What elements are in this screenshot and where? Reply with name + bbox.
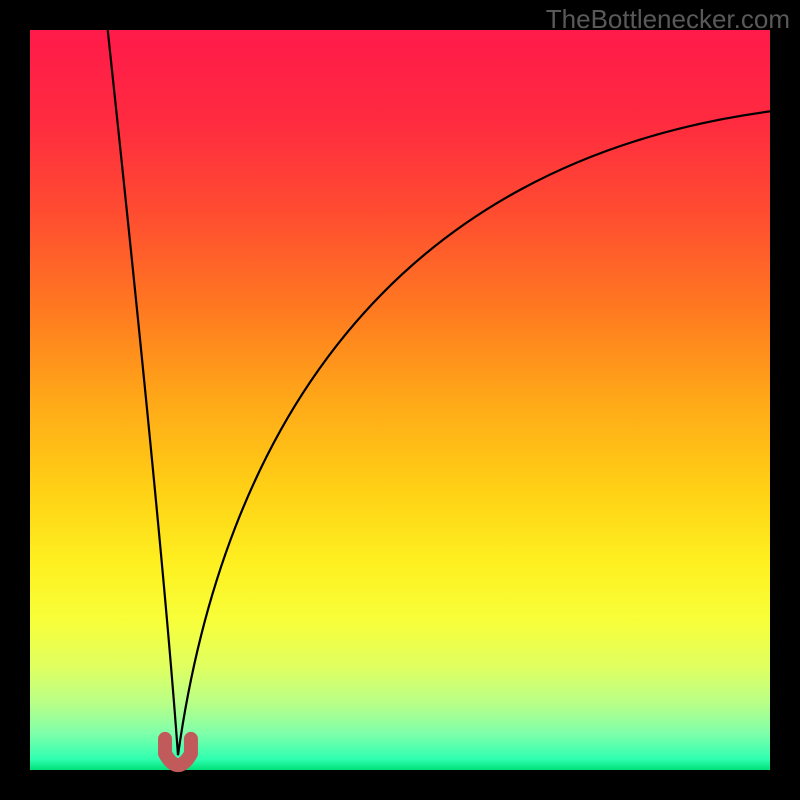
watermark-text: TheBottlenecker.com (546, 4, 790, 35)
gradient-background (30, 30, 770, 770)
bottleneck-chart (0, 0, 800, 800)
chart-container: TheBottlenecker.com (0, 0, 800, 800)
